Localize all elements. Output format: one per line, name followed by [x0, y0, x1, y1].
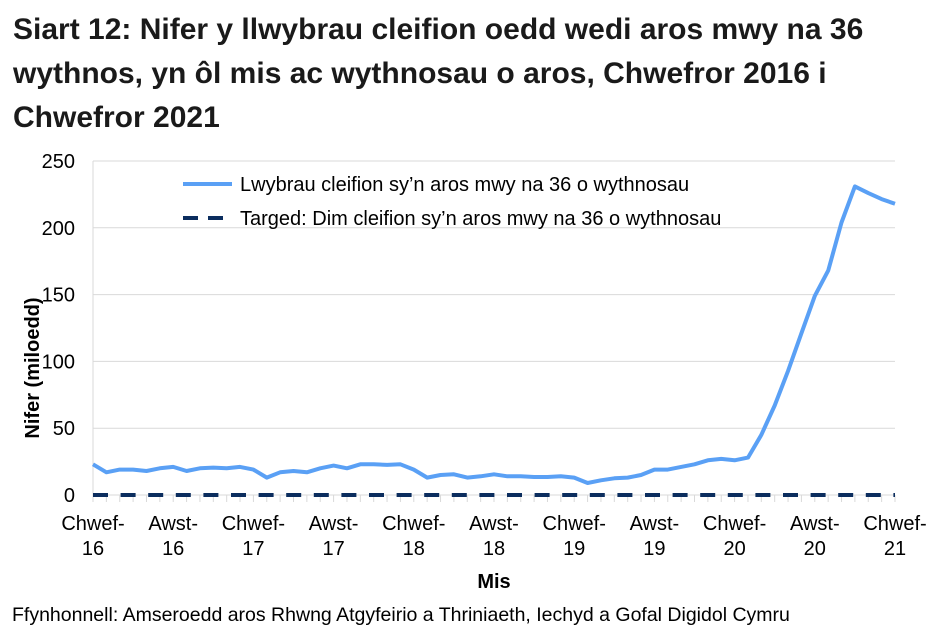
y-axis: 0 50 100 150 200 250	[42, 151, 94, 507]
x-tick-label: 18	[403, 538, 425, 560]
x-tick-label: 16	[162, 538, 184, 560]
x-tick-label: Awst-	[790, 513, 840, 535]
y-tick-label: 0	[64, 485, 75, 507]
x-tick-label: Awst-	[469, 513, 519, 535]
x-tick-label: Chwef-	[382, 513, 445, 535]
legend-label: Lwybrau cleifion sy’n aros mwy na 36 o w…	[240, 174, 689, 196]
chart-title: Siart 12: Nifer y llwybrau cleifion oedd…	[13, 13, 864, 134]
x-tick-label: Awst-	[148, 513, 198, 535]
x-tick-label: Awst-	[630, 513, 680, 535]
y-tick-label: 250	[42, 151, 75, 173]
x-tick-label: 20	[723, 538, 745, 560]
x-tick-label: 19	[563, 538, 585, 560]
y-tick-label: 100	[42, 351, 75, 373]
x-tick-label: Chwef-	[703, 513, 766, 535]
x-tick-label: 17	[322, 538, 344, 560]
x-tick-label: Chwef-	[543, 513, 606, 535]
x-tick-label: Awst-	[309, 513, 359, 535]
source-note: Ffynhonnell: Amseroedd aros Rhwng Atgyfe…	[12, 604, 790, 626]
x-tick-label: 21	[884, 538, 906, 560]
y-tick-label: 150	[42, 285, 75, 307]
x-tick-label: 19	[643, 538, 665, 560]
x-tick-label: 17	[242, 538, 264, 560]
x-tick-label: 16	[82, 538, 104, 560]
x-tick-label: Chwef-	[61, 513, 124, 535]
legend: Lwybrau cleifion sy’n aros mwy na 36 o w…	[183, 174, 721, 230]
x-tick-label: Chwef-	[863, 513, 926, 535]
x-tick-label: 20	[804, 538, 826, 560]
series-group	[91, 184, 896, 497]
legend-label: Targed: Dim cleifion sy’n aros mwy na 36…	[240, 208, 721, 230]
y-axis-label: Nifer (miloedd)	[22, 297, 44, 438]
patient-pathways-series-line	[91, 184, 896, 485]
grid-lines	[93, 160, 895, 429]
x-axis-label: Mis	[477, 571, 510, 593]
x-axis: Chwef- 16 Awst- 16 Chwef- 17 Awst- 17 Chwef- 18 Aw…	[61, 494, 927, 560]
x-tick-label: 18	[483, 538, 505, 560]
y-tick-label: 200	[42, 218, 75, 240]
x-tick-label: Chwef-	[222, 513, 285, 535]
y-tick-label: 50	[53, 418, 75, 440]
